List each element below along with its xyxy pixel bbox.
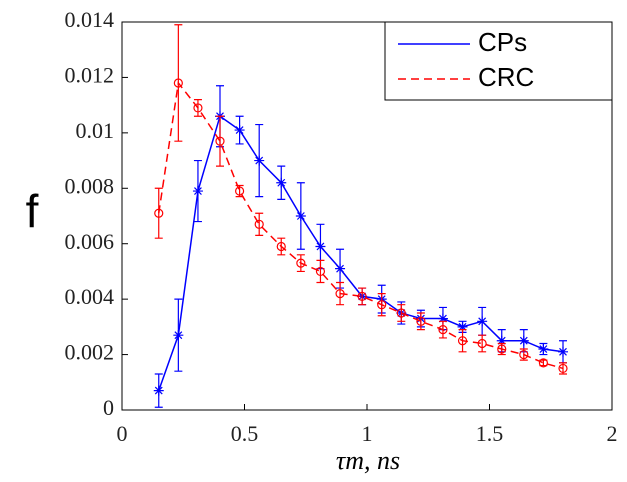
marker bbox=[496, 335, 507, 346]
y-axis-label: f bbox=[26, 185, 39, 237]
marker bbox=[497, 344, 507, 354]
error-bar bbox=[336, 281, 345, 306]
error-bar bbox=[377, 293, 386, 317]
marker bbox=[192, 186, 203, 197]
marker bbox=[396, 308, 406, 318]
x-tick-label: 1 bbox=[362, 421, 373, 446]
x-tick-label: 2 bbox=[607, 421, 618, 446]
marker bbox=[215, 136, 225, 146]
marker bbox=[254, 219, 264, 229]
marker bbox=[315, 241, 326, 252]
x-tick-label: 1.5 bbox=[476, 421, 504, 446]
y-tick-label: 0.002 bbox=[65, 340, 115, 365]
marker bbox=[438, 325, 448, 335]
error-bar bbox=[397, 304, 406, 322]
marker bbox=[519, 349, 529, 360]
marker bbox=[335, 263, 346, 274]
error-bar bbox=[216, 115, 224, 167]
error-bar bbox=[438, 320, 447, 339]
series-line bbox=[158, 81, 564, 370]
marker bbox=[315, 266, 326, 277]
marker bbox=[416, 316, 426, 326]
error-bar bbox=[174, 24, 183, 142]
error-bar bbox=[255, 212, 264, 236]
marker bbox=[538, 358, 549, 368]
marker bbox=[234, 125, 245, 136]
error-bar bbox=[358, 287, 367, 306]
marker bbox=[558, 346, 568, 357]
error-bar bbox=[296, 254, 305, 273]
marker bbox=[457, 321, 468, 332]
marker bbox=[235, 186, 245, 196]
legend-label: CRC bbox=[478, 62, 534, 92]
marker bbox=[357, 291, 367, 301]
marker bbox=[173, 78, 183, 88]
legend-box bbox=[384, 21, 613, 101]
y-tick-label: 0.014 bbox=[65, 7, 115, 32]
error-bar bbox=[458, 329, 467, 353]
y-tick-label: 0.008 bbox=[65, 173, 115, 198]
error-bar bbox=[154, 187, 163, 239]
error-bar bbox=[316, 259, 325, 284]
marker bbox=[477, 338, 487, 349]
marker bbox=[457, 336, 468, 346]
marker bbox=[254, 155, 265, 166]
marker bbox=[193, 103, 203, 113]
error-bar bbox=[193, 99, 202, 117]
marker bbox=[296, 258, 306, 268]
marker bbox=[518, 335, 529, 346]
y-tick-label: 0.012 bbox=[65, 62, 115, 87]
marker bbox=[377, 300, 387, 310]
marker bbox=[154, 208, 164, 218]
marker bbox=[335, 289, 345, 299]
x-tick-label: 0 bbox=[117, 421, 128, 446]
y-tick-label: 0.006 bbox=[65, 229, 115, 254]
marker bbox=[558, 363, 568, 374]
marker bbox=[437, 313, 448, 324]
x-tick-label: 0.5 bbox=[231, 421, 259, 446]
marker bbox=[477, 316, 488, 327]
marker bbox=[276, 177, 287, 188]
error-bar bbox=[478, 334, 487, 353]
error-bar bbox=[277, 237, 286, 256]
legend-label: CPs bbox=[478, 27, 527, 57]
y-tick-label: 0.01 bbox=[76, 118, 115, 143]
marker bbox=[153, 385, 164, 396]
marker bbox=[173, 330, 184, 341]
marker bbox=[295, 211, 306, 221]
marker bbox=[538, 344, 549, 355]
y-tick-label: 0.004 bbox=[65, 284, 115, 309]
error-bar bbox=[416, 312, 425, 331]
marker bbox=[276, 241, 286, 252]
y-tick-label: 0 bbox=[103, 395, 114, 420]
x-axis-label: τm, ns bbox=[336, 446, 400, 475]
